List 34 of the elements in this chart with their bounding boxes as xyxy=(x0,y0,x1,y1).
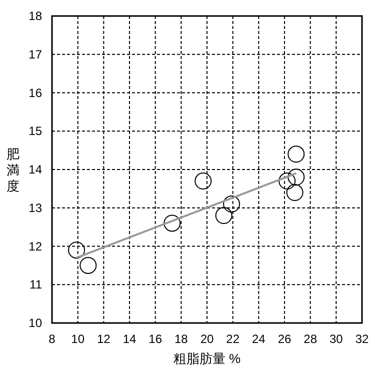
y-tick-label: 16 xyxy=(28,86,42,100)
x-tick-label: 32 xyxy=(355,332,369,346)
y-tick-label: 14 xyxy=(28,162,42,176)
x-tick-label: 8 xyxy=(48,332,56,346)
x-tick-label: 18 xyxy=(174,332,188,346)
point xyxy=(194,172,212,190)
x-tick-label: 28 xyxy=(304,332,318,346)
point xyxy=(278,172,296,190)
point xyxy=(286,184,304,202)
y-tick-label: 10 xyxy=(28,316,42,330)
point xyxy=(68,242,86,259)
y-tick-label: 11 xyxy=(30,278,42,292)
x-tick-label: 30 xyxy=(329,332,344,346)
point xyxy=(215,207,232,224)
point xyxy=(164,214,181,232)
point xyxy=(223,196,240,213)
x-tick-label: 26 xyxy=(278,332,292,346)
y-tick-label: 18 xyxy=(28,9,42,23)
y-axis-title: 肥満度 xyxy=(6,146,20,194)
x-tick-label: 14 xyxy=(122,332,136,346)
y-tick-label: 13 xyxy=(28,200,42,215)
point xyxy=(288,146,305,163)
point xyxy=(288,168,305,186)
x-tick-label: 16 xyxy=(148,332,162,346)
x-tick-label: 24 xyxy=(252,332,266,346)
x-tick-label: 22 xyxy=(226,332,240,346)
y-tick-label: 12 xyxy=(28,239,42,254)
point xyxy=(80,256,97,274)
x-tick-label: 12 xyxy=(96,332,111,346)
x-axis-title: 粗脂肪量 % xyxy=(173,351,242,366)
y-tick-label: 15 xyxy=(28,124,42,138)
x-tick-label: 20 xyxy=(200,332,214,346)
x-tick-label: 10 xyxy=(71,332,85,346)
y-tick-label: 17 xyxy=(28,47,42,62)
